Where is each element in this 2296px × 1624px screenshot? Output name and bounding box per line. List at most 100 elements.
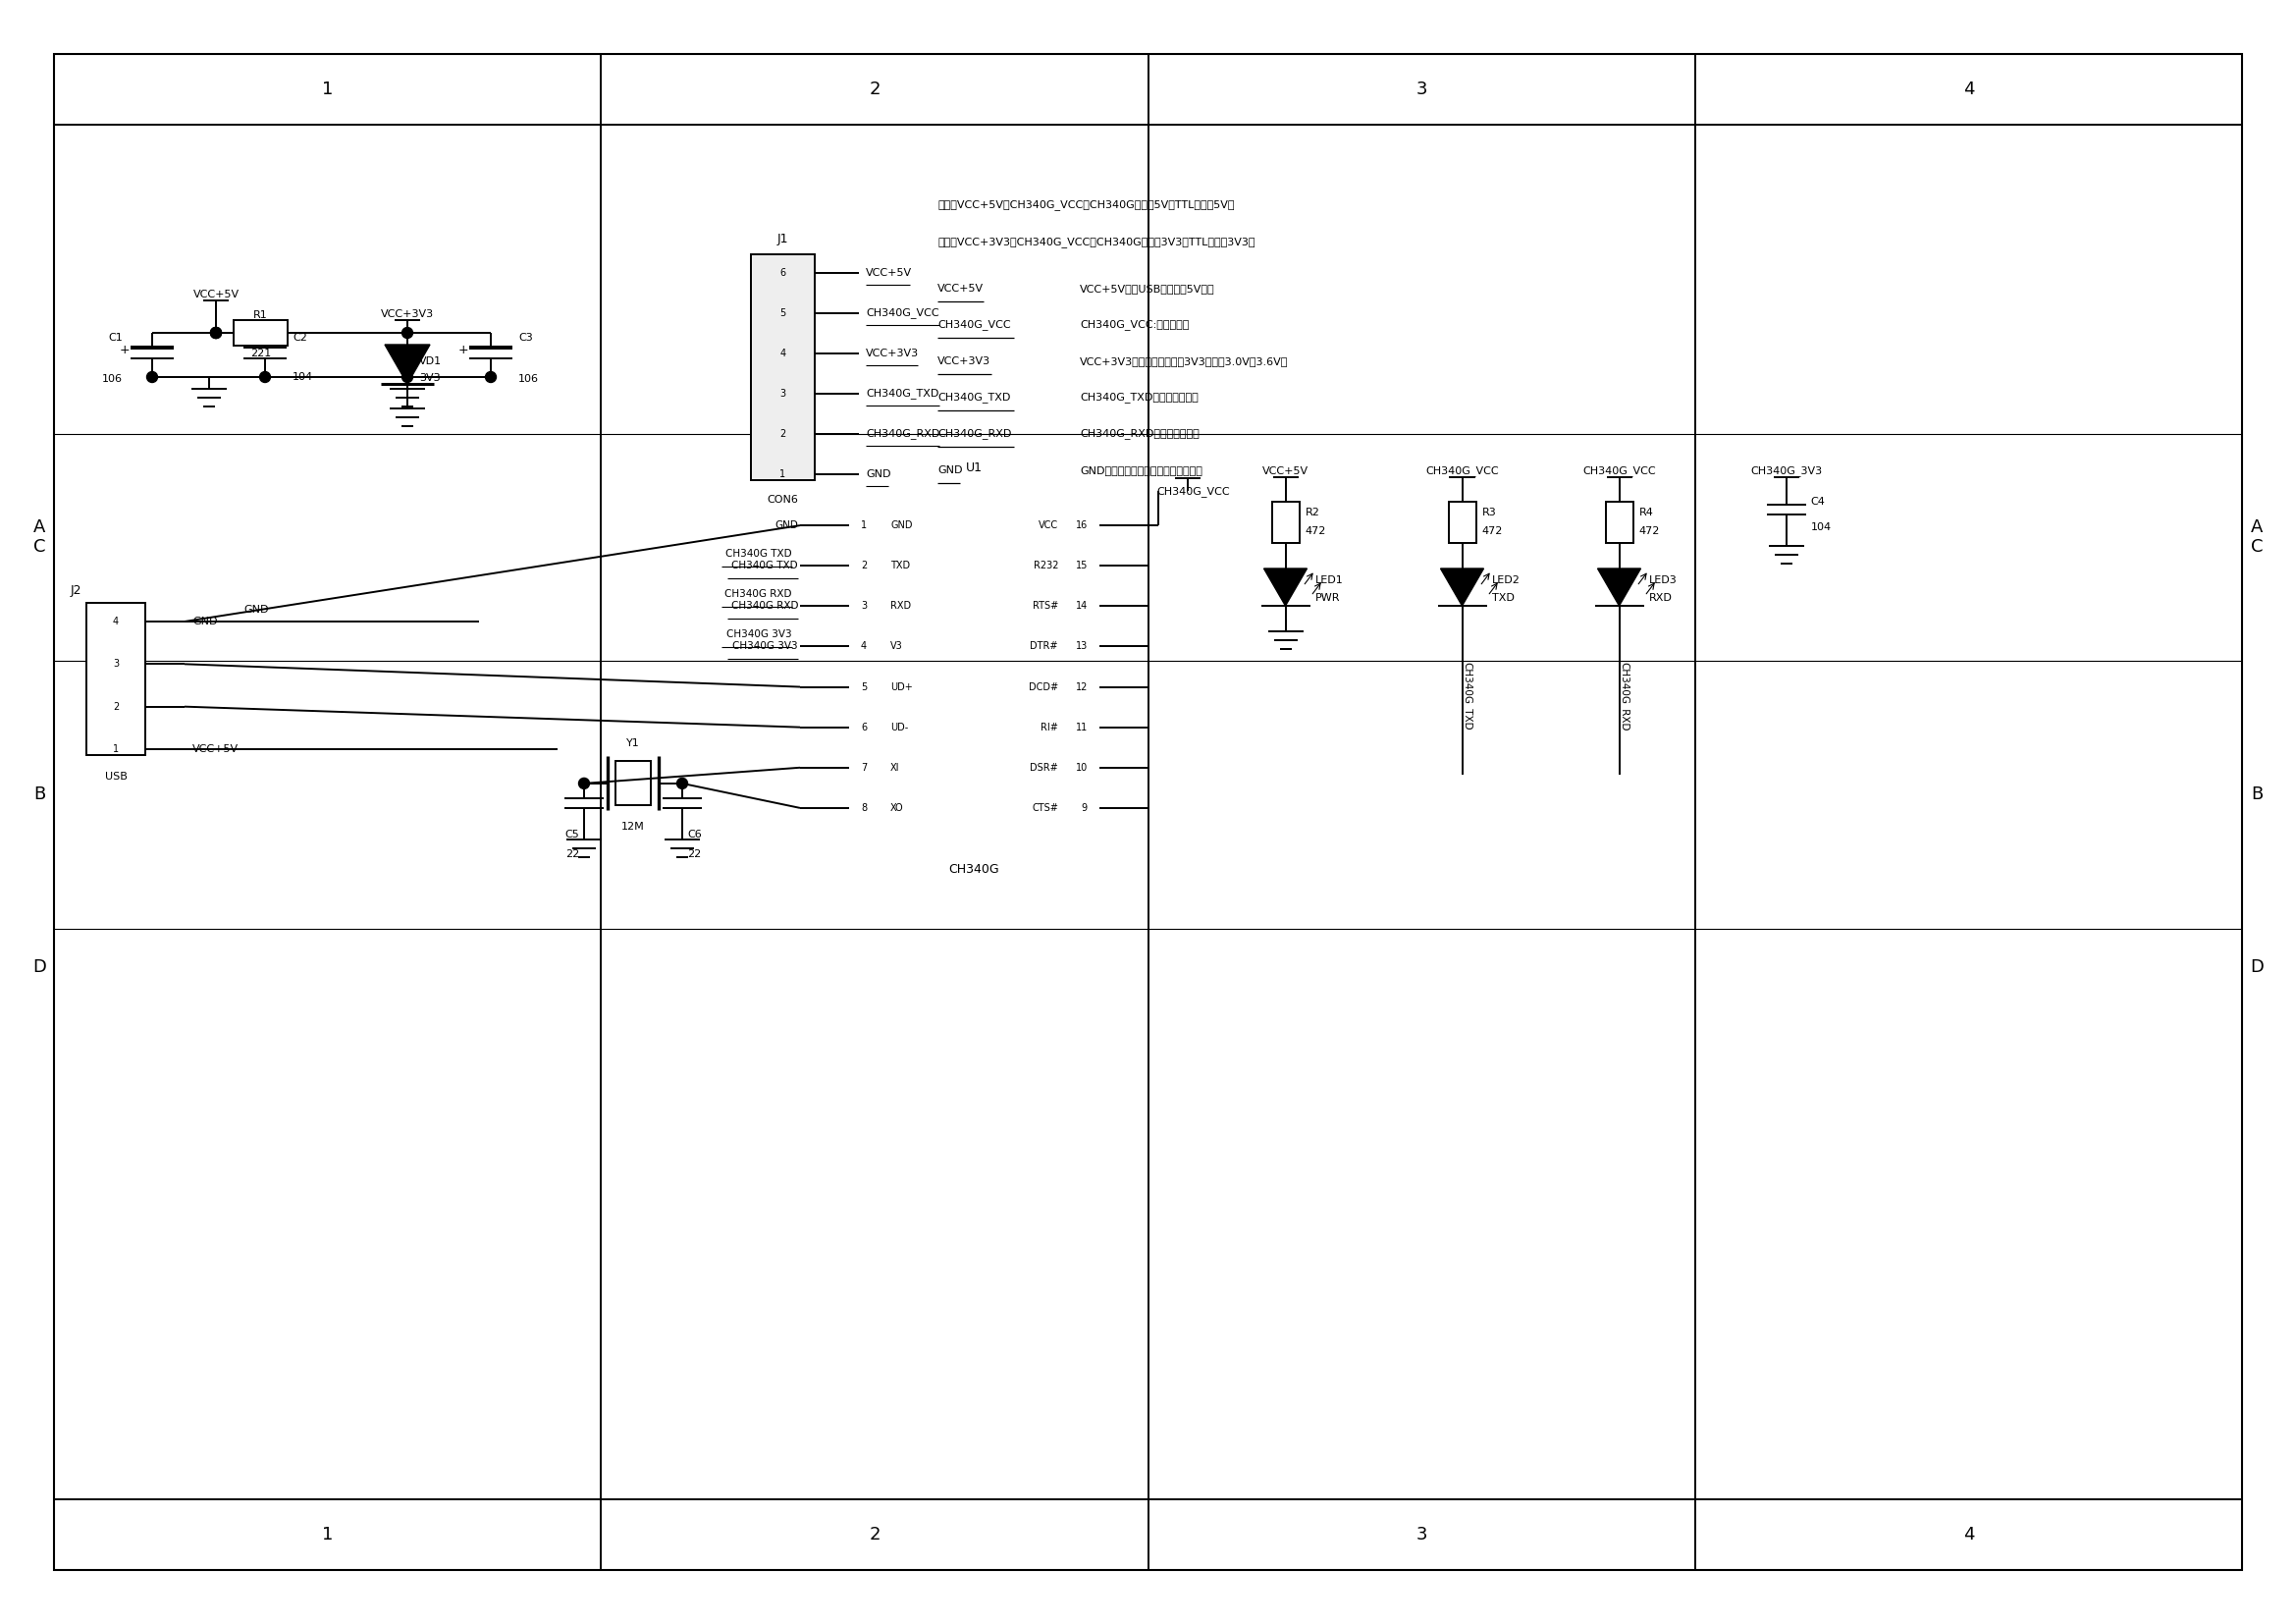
- Circle shape: [211, 328, 220, 338]
- Polygon shape: [1598, 568, 1642, 606]
- Circle shape: [259, 372, 271, 382]
- Text: U1: U1: [967, 461, 983, 474]
- Text: CH340G_VCC: CH340G_VCC: [1157, 486, 1231, 497]
- Circle shape: [211, 328, 220, 338]
- Text: VCC+3V3: VCC+3V3: [866, 349, 918, 359]
- Text: 2: 2: [868, 1527, 879, 1543]
- Text: C2: C2: [292, 333, 308, 343]
- Text: CON6: CON6: [767, 495, 799, 505]
- Text: CH340G_TXD: CH340G_TXD: [866, 388, 939, 400]
- Text: RXD: RXD: [1649, 593, 1671, 603]
- Text: Y1: Y1: [627, 739, 641, 749]
- Text: 13: 13: [1075, 641, 1088, 651]
- Text: 7: 7: [861, 763, 868, 773]
- Text: 106: 106: [519, 374, 540, 383]
- Text: 5: 5: [781, 309, 785, 318]
- Text: LED2: LED2: [1492, 575, 1520, 585]
- Bar: [850, 486, 1100, 848]
- Text: 472: 472: [1481, 526, 1502, 536]
- Text: CH340G_VCC:模块供电点: CH340G_VCC:模块供电点: [1079, 320, 1189, 330]
- Text: C1: C1: [108, 333, 122, 343]
- Text: 104: 104: [292, 372, 312, 382]
- Text: CH340G 3V3: CH340G 3V3: [728, 630, 792, 640]
- Circle shape: [402, 372, 413, 382]
- Text: 2: 2: [868, 81, 879, 97]
- Text: VCC+5V: VCC+5V: [937, 284, 983, 294]
- Text: 1: 1: [113, 744, 119, 754]
- Text: 6: 6: [861, 723, 868, 732]
- Text: CH340G_RXD: CH340G_RXD: [866, 429, 939, 440]
- Text: CH340G 3V3: CH340G 3V3: [732, 641, 799, 651]
- Text: J2: J2: [71, 585, 80, 598]
- Text: VCC+5V: VCC+5V: [1263, 466, 1309, 476]
- Text: （短路VCC+5V到CH340G_VCC：CH340G供电为5V，TTL电平为5V）: （短路VCC+5V到CH340G_VCC：CH340G供电为5V，TTL电平为5…: [937, 200, 1235, 211]
- Text: R232: R232: [1033, 560, 1058, 570]
- Text: 4: 4: [113, 617, 119, 627]
- Text: DTR#: DTR#: [1031, 641, 1058, 651]
- Circle shape: [147, 372, 158, 382]
- Text: CH340G_VCC: CH340G_VCC: [866, 309, 939, 318]
- Text: VCC+5V: VCC+5V: [193, 744, 239, 754]
- Text: D: D: [2250, 958, 2264, 976]
- Text: 22: 22: [687, 849, 700, 859]
- Circle shape: [579, 778, 590, 789]
- Text: 5: 5: [861, 682, 868, 692]
- Text: XI: XI: [891, 763, 900, 773]
- Text: DCD#: DCD#: [1029, 682, 1058, 692]
- Text: +: +: [119, 343, 131, 356]
- Text: A: A: [32, 518, 46, 536]
- Circle shape: [484, 372, 496, 382]
- Text: 3: 3: [861, 601, 868, 611]
- Text: +: +: [459, 343, 468, 356]
- Circle shape: [402, 328, 413, 338]
- Text: 2: 2: [861, 560, 868, 570]
- Text: B: B: [32, 786, 46, 804]
- Text: R1: R1: [253, 310, 269, 320]
- Text: TXD: TXD: [1492, 593, 1513, 603]
- Text: GND: GND: [891, 521, 912, 531]
- Text: CH340G_TXD: CH340G_TXD: [1463, 663, 1472, 731]
- Text: 221: 221: [250, 349, 271, 359]
- Text: CH340G_TXD: CH340G_TXD: [937, 393, 1010, 403]
- Text: TXD: TXD: [891, 560, 909, 570]
- Text: 8: 8: [861, 802, 868, 814]
- Text: GND: GND: [193, 617, 218, 627]
- Text: XO: XO: [891, 802, 905, 814]
- Polygon shape: [1263, 568, 1306, 606]
- Text: C4: C4: [1812, 497, 1825, 507]
- Text: 9: 9: [1081, 802, 1088, 814]
- Text: CH340G_VCC: CH340G_VCC: [937, 320, 1010, 330]
- Text: 1: 1: [861, 521, 868, 531]
- Text: C: C: [32, 539, 46, 557]
- Text: 3V3: 3V3: [420, 374, 441, 383]
- Text: 12M: 12M: [622, 822, 645, 831]
- Text: GND: GND: [774, 521, 799, 531]
- Text: R4: R4: [1639, 508, 1653, 518]
- Text: VCC+3V3：模块稳压出来的3V3电源（3.0V～3.6V）: VCC+3V3：模块稳压出来的3V3电源（3.0V～3.6V）: [1079, 356, 1288, 367]
- Bar: [1449, 502, 1476, 542]
- Text: UD-: UD-: [891, 723, 909, 732]
- Bar: [1272, 502, 1300, 542]
- Text: 4: 4: [1963, 1527, 1975, 1543]
- Text: RXD: RXD: [891, 601, 912, 611]
- Text: CH340G: CH340G: [948, 864, 999, 877]
- Text: 6: 6: [781, 268, 785, 278]
- Text: VD1: VD1: [420, 356, 441, 367]
- Text: CH340G_VCC: CH340G_VCC: [1582, 466, 1655, 477]
- Text: 16: 16: [1075, 521, 1088, 531]
- Text: 22: 22: [565, 849, 579, 859]
- Text: GND: GND: [243, 604, 269, 614]
- Bar: [1605, 502, 1632, 542]
- Text: R3: R3: [1481, 508, 1497, 518]
- Text: B: B: [2250, 786, 2264, 804]
- Circle shape: [677, 778, 687, 789]
- Text: 1: 1: [321, 1527, 333, 1543]
- Text: LED3: LED3: [1649, 575, 1676, 585]
- Text: 104: 104: [1812, 523, 1832, 533]
- Bar: [234, 320, 287, 346]
- Text: VCC+5V: VCC+5V: [866, 268, 912, 278]
- Text: 3: 3: [1417, 1527, 1428, 1543]
- Text: GND：模块接地（与目标系统地相连）: GND：模块接地（与目标系统地相连）: [1079, 466, 1203, 476]
- Text: CH340G_RXD：串行数据输入: CH340G_RXD：串行数据输入: [1079, 429, 1199, 440]
- Text: 15: 15: [1075, 560, 1088, 570]
